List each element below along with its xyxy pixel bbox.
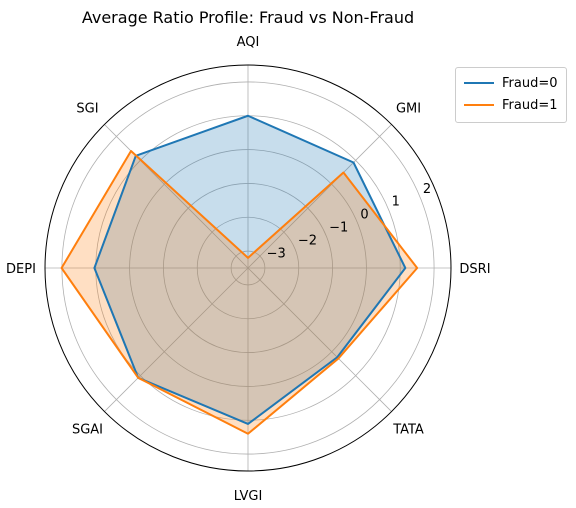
series-fill-0 [94,115,406,424]
radial-tick-label: 1 [392,195,400,210]
series-layer [60,114,419,435]
category-label-aqi: AQI [237,35,260,50]
legend: Fraud=0 Fraud=1 [455,67,567,123]
spoke-line [247,124,392,269]
category-label-tata: TATA [392,423,424,438]
series-line-0 [93,114,407,425]
grid-circle [163,183,333,353]
radial-tick-label: −2 [298,234,317,249]
chart-title: Average Ratio Profile: Fraud vs Non-Frau… [82,8,414,27]
spoke-line [104,267,249,412]
radial-tick-label: 2 [423,182,431,197]
legend-swatch-fraud-1 [464,104,494,106]
radial-tick-label: 0 [360,208,368,223]
legend-item-fraud-0: Fraud=0 [464,74,558,92]
category-label-sgi: SGI [76,101,98,116]
legend-label-fraud-1: Fraud=1 [502,97,558,113]
legend-swatch-fraud-0 [464,82,494,84]
category-label-gmi: GMI [396,101,421,116]
spoke-line [247,267,392,412]
category-label-sgai: SGAI [72,423,103,438]
grid-circle [230,250,266,286]
axis-labels: −3 −2 −1 0 1 2 DSRI GMI AQI SGI DEPI SGAI LVGI TATA [6,35,491,504]
grid-circle [196,216,300,320]
category-label-dsri: DSRI [459,262,490,277]
radial-tick-label: −3 [267,247,286,262]
legend-label-fraud-0: Fraud=0 [502,75,558,91]
legend-item-fraud-1: Fraud=1 [464,96,558,114]
category-label-lvgi: LVGI [234,489,263,504]
outer-frame [44,64,452,472]
grid-circle [129,149,367,387]
series-line-1 [60,150,419,435]
category-label-depi: DEPI [6,262,36,277]
spoke-line [104,124,249,269]
radial-tick-label: −1 [329,221,348,236]
